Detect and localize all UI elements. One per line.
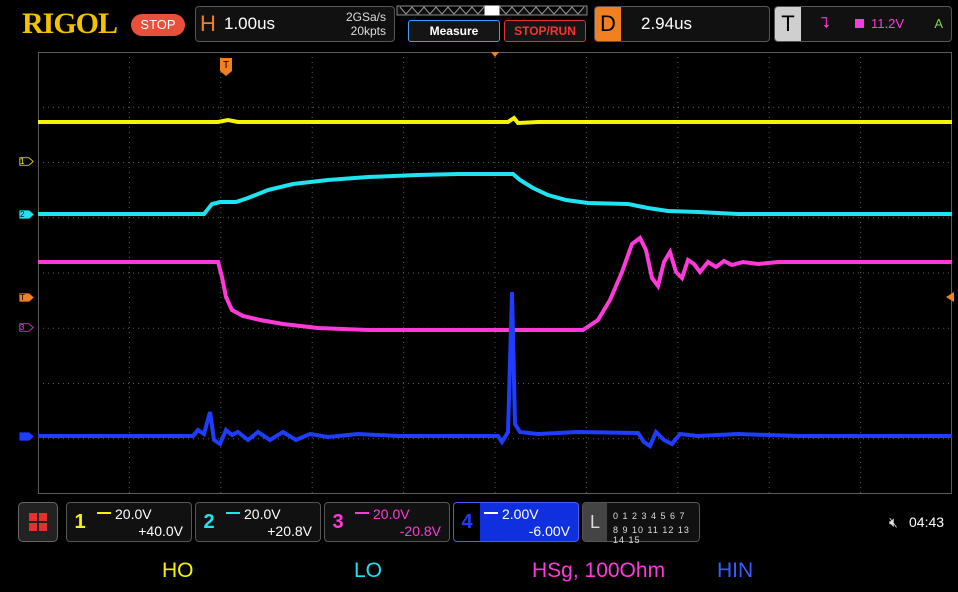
dc-coupling-icon bbox=[484, 512, 498, 518]
svg-text:T: T bbox=[223, 60, 229, 71]
center-marker bbox=[491, 52, 499, 57]
trigger-source-icon bbox=[855, 19, 864, 28]
channel-3-box[interactable]: 3 20.0V -20.8V bbox=[324, 502, 450, 542]
channel-1-offset: +40.0V bbox=[138, 523, 183, 539]
speaker-muted-icon[interactable]: 🔇︎ bbox=[889, 514, 898, 530]
channel-4-scale: 2.00V bbox=[502, 506, 539, 522]
channel-3-number: 3 bbox=[332, 511, 344, 533]
channel-3-trace bbox=[38, 234, 952, 332]
falling-edge-icon: ⮧ bbox=[821, 15, 830, 32]
run-state-badge: STOP bbox=[131, 14, 185, 36]
channel-4-offset: -6.00V bbox=[528, 523, 570, 539]
logic-label: L bbox=[583, 503, 607, 541]
delay-label: D bbox=[595, 7, 621, 41]
acquisition-info: 2GSa/s 20kpts bbox=[346, 10, 386, 38]
graticule bbox=[38, 52, 952, 494]
channel-4-marker-shape[interactable] bbox=[16, 431, 34, 442]
delay-value: 2.94us bbox=[641, 14, 693, 33]
channel-4-number: 4 bbox=[454, 503, 480, 541]
measure-button[interactable]: Measure bbox=[408, 20, 500, 42]
horizontal-label: H bbox=[200, 11, 216, 36]
stop-run-button[interactable]: STOP/RUN bbox=[504, 20, 586, 42]
trace-label-hsg: HSg, 100Ohm bbox=[532, 559, 666, 582]
timebase-value: 1.00us bbox=[224, 14, 276, 33]
channel-2-box[interactable]: 2 20.0V +20.8V bbox=[195, 502, 321, 542]
channel-2-number: 2 bbox=[203, 511, 215, 533]
channel-3-offset: -20.8V bbox=[399, 523, 441, 539]
menu-button[interactable] bbox=[18, 502, 58, 542]
channel-3-marker-shape[interactable] bbox=[16, 322, 34, 333]
channel-4-box[interactable]: 4 2.00V -6.00V bbox=[453, 502, 579, 542]
logic-analyzer-box[interactable]: L 0 1 2 3 4 5 6 7 8 9 10 11 12 13 14 15 bbox=[582, 502, 700, 545]
horizontal-panel[interactable]: H 1.00us 2GSa/s 20kpts bbox=[195, 6, 395, 42]
trigger-mode: A bbox=[934, 16, 943, 31]
trigger-level-marker: T bbox=[20, 293, 25, 302]
channel-1-marker: 1 bbox=[20, 157, 25, 166]
menu-grid-icon-cell bbox=[29, 523, 37, 531]
channel-1-number: 1 bbox=[74, 511, 86, 533]
trace-label-lo: LO bbox=[354, 559, 383, 582]
sample-rate: 2GSa/s bbox=[345, 10, 386, 24]
bottom-bar: 1 20.0V +40.0V 2 20.0V +20.8V 3 20.0V -2… bbox=[0, 498, 958, 550]
channel-4-trace bbox=[38, 291, 952, 449]
trigger-panel[interactable]: T ⮧ 11.2V A bbox=[774, 6, 952, 42]
channel-1-box[interactable]: 1 20.0V +40.0V bbox=[66, 502, 192, 542]
channel-1-scale: 20.0V bbox=[115, 506, 152, 522]
logic-channels-row-2: 8 9 10 11 12 13 14 15 bbox=[613, 525, 690, 545]
menu-grid-icon bbox=[29, 513, 37, 521]
dc-coupling-icon bbox=[355, 512, 369, 518]
waveform-display[interactable]: T 1 2 T 3 bbox=[19, 52, 954, 494]
channel-3-scale: 20.0V bbox=[373, 506, 410, 522]
channel-2-offset: +20.8V bbox=[267, 523, 312, 539]
channel-1-trace bbox=[38, 115, 952, 126]
trigger-level-marker-shape[interactable] bbox=[16, 292, 34, 303]
top-bar: RIGOL STOP H 1.00us 2GSa/s 20kpts Measur… bbox=[0, 0, 958, 48]
memory-depth: 20kpts bbox=[350, 24, 386, 38]
channel-2-scale: 20.0V bbox=[244, 506, 281, 522]
waveform-canvas: T bbox=[38, 52, 952, 494]
dc-coupling-icon bbox=[97, 512, 111, 518]
channel-3-marker: 3 bbox=[20, 323, 25, 332]
logic-channels-row-1: 0 1 2 3 4 5 6 7 bbox=[613, 511, 686, 521]
channel-2-trace bbox=[38, 172, 952, 216]
trace-label-hin: HIN bbox=[717, 559, 754, 582]
channel-2-marker-shape[interactable] bbox=[16, 209, 34, 220]
rigol-logo: RIGOL bbox=[22, 7, 118, 40]
memory-position-bar bbox=[396, 5, 588, 16]
trigger-label: T bbox=[775, 7, 801, 41]
channel-1-marker-shape[interactable] bbox=[16, 156, 34, 167]
trigger-level: 11.2V bbox=[871, 16, 905, 31]
trigger-position-marker[interactable]: T bbox=[220, 58, 232, 76]
menu-grid-icon-cell bbox=[39, 513, 47, 521]
delay-panel[interactable]: D 2.94us bbox=[594, 6, 770, 42]
dc-coupling-icon bbox=[226, 512, 240, 518]
menu-grid-icon-cell bbox=[39, 523, 47, 531]
channel-2-marker: 2 bbox=[20, 210, 25, 219]
trace-label-ho: HO bbox=[162, 559, 194, 582]
trigger-level-right-marker bbox=[946, 292, 954, 302]
clock: 04:43 bbox=[909, 514, 945, 530]
